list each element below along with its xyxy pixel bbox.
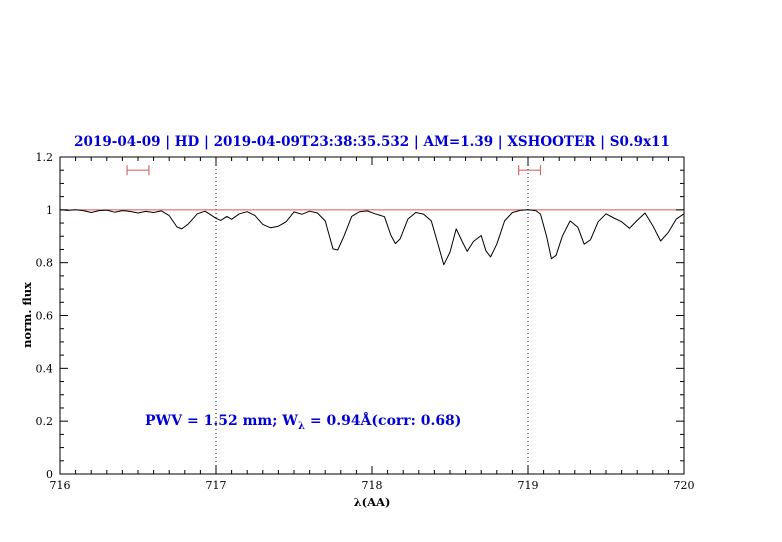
- y-tick-label: 0.2: [36, 415, 54, 428]
- x-tick-label: 716: [50, 479, 71, 492]
- plot-title: 2019-04-09 | HD | 2019-04-09T23:38:35.53…: [74, 134, 670, 150]
- x-tick-label: 718: [362, 479, 383, 492]
- y-tick-label: 1.2: [36, 151, 54, 164]
- spectrum-line: [59, 209, 685, 266]
- plot-frame: [59, 156, 685, 475]
- pwv-annotation: PWV = 1.52 mm; Wλ = 0.94Å(corr: 0.68): [145, 413, 461, 432]
- y-tick-label: 0.4: [36, 362, 54, 375]
- y-tick-label: 0.6: [36, 310, 54, 323]
- pwv-annotation-text: PWV = 1.52 mm; W: [145, 413, 298, 429]
- x-tick-label: 719: [518, 479, 539, 492]
- equivalent-width-text: = 0.94Å(corr: 0.68): [304, 413, 462, 429]
- y-tick-label: 0.8: [36, 257, 54, 270]
- x-tick-label: 717: [206, 479, 227, 492]
- y-tick-label: 0: [46, 468, 53, 481]
- y-tick-label: 1: [46, 204, 53, 217]
- lambda-subscript: λ: [297, 420, 305, 432]
- x-tick-label: 720: [674, 479, 695, 492]
- y-axis-label: norm. flux: [20, 282, 34, 348]
- x-axis-label: λ(AA): [353, 495, 391, 509]
